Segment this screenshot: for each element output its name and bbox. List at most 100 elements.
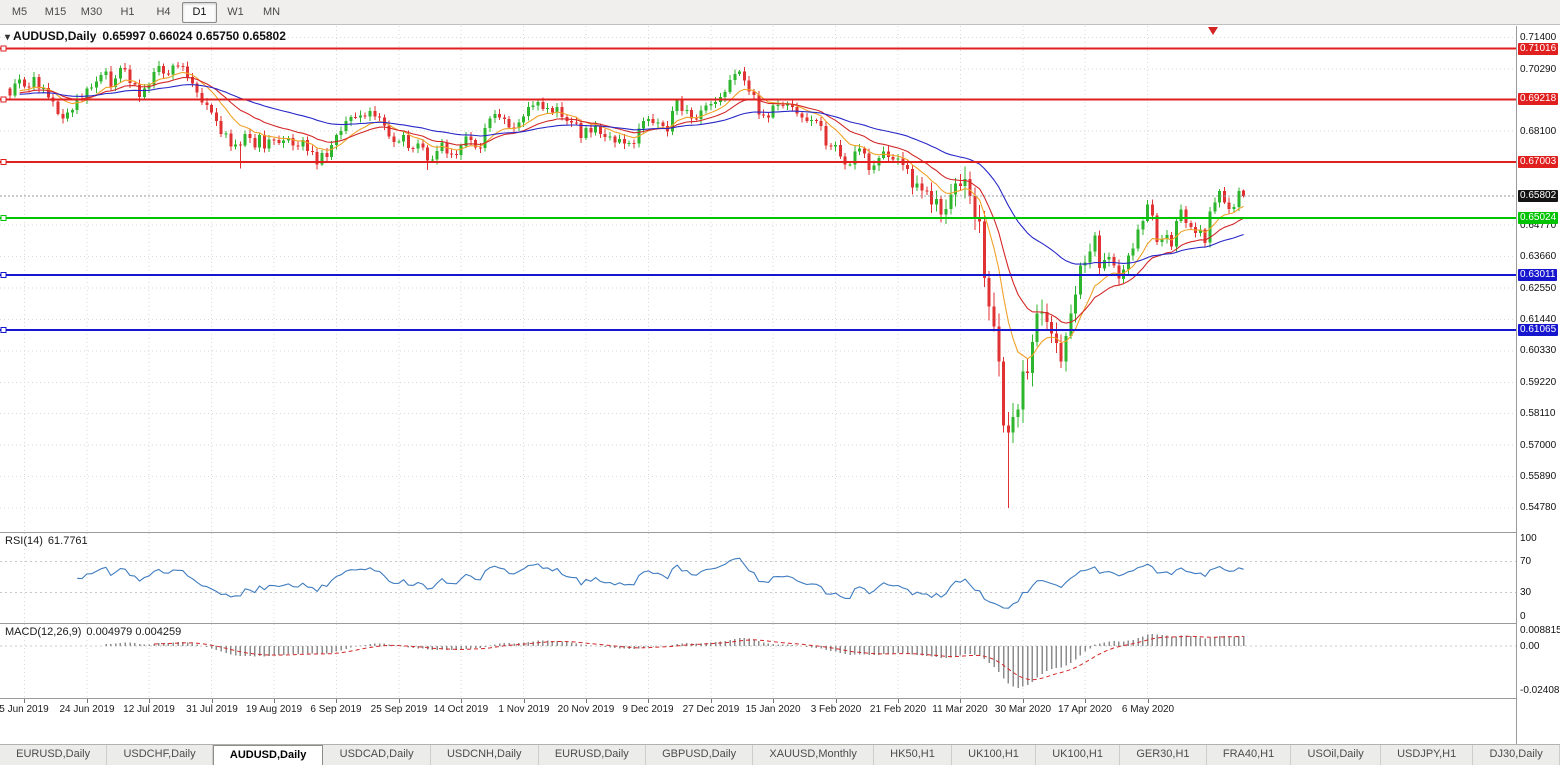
timeframe-button-w1[interactable]: W1 [227, 5, 244, 18]
hline-handle [0, 159, 7, 165]
time-axis-tick [898, 699, 899, 703]
price-axis-label: 0.68100 [1520, 125, 1557, 137]
chart-tab-usdchf-daily[interactable]: USDCHF,Daily [107, 745, 213, 765]
macd-label: MACD(12,26,9) [5, 626, 82, 638]
chart-tab-audusd-daily[interactable]: AUDUSD,Daily [212, 745, 324, 765]
price-axis-label: 0.71400 [1520, 32, 1557, 44]
date-label: 6 Sep 2019 [310, 704, 362, 715]
chart-tab-usdjpy-h1[interactable]: USDJPY,H1 [1381, 745, 1474, 765]
timeframe-button-d1[interactable]: D1 [182, 1, 217, 23]
price-axis-label: 0.70290 [1520, 63, 1557, 75]
rsi-label: RSI(14) [5, 535, 43, 547]
macd-axis-label: 0.00 [1520, 640, 1540, 652]
hline-handle [0, 327, 7, 334]
hline-handle [0, 45, 7, 52]
bid-price-badge: 0.65802 [1518, 190, 1559, 202]
time-axis-tick [149, 699, 150, 703]
chart-tab-usdcad-daily[interactable]: USDCAD,Daily [323, 745, 431, 765]
time-axis-tick [648, 699, 649, 703]
price-chart-svg[interactable] [0, 26, 1516, 532]
date-label: 27 Dec 2019 [682, 704, 740, 715]
date-label: 9 Dec 2019 [622, 704, 674, 715]
chart-tab-usoil-daily[interactable]: USOil,Daily [1291, 745, 1381, 765]
date-label: 21 Feb 2020 [869, 704, 927, 715]
chart-tab-gbpusd-daily[interactable]: GBPUSD,Daily [646, 745, 754, 765]
rsi-line [77, 557, 1244, 609]
pane-divider[interactable] [0, 532, 1560, 533]
price-chart-pane[interactable]: ▾ AUDUSD,Daily 0.65997 0.66024 0.65750 0.6… [0, 26, 1516, 532]
date-label: 1 Nov 2019 [498, 704, 550, 715]
chart-tab-uk100-h1[interactable]: UK100,H1 [1036, 745, 1121, 765]
timeframe-button-m5[interactable]: M5 [11, 5, 28, 18]
chart-dropdown-icon[interactable]: ▾ [5, 32, 11, 43]
date-label: 5 Jun 2019 [0, 704, 49, 715]
date-label: 19 Aug 2019 [245, 704, 303, 715]
rsi-pane[interactable]: RSI(14) 61.7761 [0, 533, 1516, 623]
macd-chart-canvas[interactable] [0, 624, 1516, 698]
time-axis-tick [773, 699, 774, 703]
time-axis-tick [1023, 699, 1024, 703]
chart-tab-eurusd-daily[interactable]: EURUSD,Daily [0, 745, 108, 765]
price-axis-label: 0.64770 [1520, 219, 1557, 231]
rsi-chart-svg[interactable] [0, 533, 1516, 623]
rsi-value: 61.7761 [47, 535, 88, 547]
timeframe-button-mn[interactable]: MN [262, 5, 281, 18]
date-label: 3 Feb 2020 [810, 704, 862, 715]
ma-fast-line [19, 71, 1244, 360]
rsi-axis-label: 0 [1520, 610, 1526, 622]
time-axis-tick [1085, 699, 1086, 703]
hline-handle [0, 215, 7, 221]
price-axis-label: 0.55890 [1520, 471, 1557, 482]
time-axis-tick [524, 699, 525, 703]
timeframe-button-m30[interactable]: M30 [80, 5, 103, 18]
time-axis-divider [0, 698, 1560, 699]
time-axis-tick [87, 699, 88, 703]
chart-tab-ger30-h1[interactable]: GER30,H1 [1120, 745, 1207, 765]
chart-symbol-label: AUDUSD,Daily [13, 29, 97, 43]
timeframe-button-h4[interactable]: H4 [156, 5, 171, 18]
price-axis-label: 0.61440 [1520, 314, 1557, 325]
date-label: 14 Oct 2019 [433, 704, 489, 715]
price-level-badge: 0.63011 [1518, 269, 1558, 281]
rsi-chart-canvas[interactable] [0, 533, 1516, 623]
time-axis-tick [461, 699, 462, 703]
chart-ohlc-values: 0.65997 0.66024 0.65750 0.65802 [102, 29, 286, 43]
rsi-axis-label: 100 [1520, 532, 1537, 544]
macd-axis-label: 0.008815 [1520, 624, 1560, 636]
macd-signal-line [153, 635, 1244, 681]
timeframe-button-m15[interactable]: M15 [44, 5, 67, 18]
time-axis-tick [836, 699, 837, 703]
price-level-badge: 0.71016 [1518, 42, 1559, 55]
chart-tab-xauusd-monthly[interactable]: XAUUSD,Monthly [753, 745, 875, 765]
chart-tab-hk50-h1[interactable]: HK50,H1 [874, 745, 952, 765]
macd-pane[interactable]: MACD(12,26,9) 0.004979 0.004259 [0, 624, 1516, 698]
price-axis-label: 0.63660 [1520, 251, 1557, 263]
chart-tab-eurusd-daily[interactable]: EURUSD,Daily [539, 745, 646, 765]
timeframe-button-h1[interactable]: H1 [120, 5, 135, 18]
rsi-indicator-label: RSI(14) 61.7761 [5, 535, 88, 547]
price-level-badge: 0.67003 [1518, 156, 1559, 168]
rsi-axis-label: 30 [1520, 587, 1532, 599]
chart-tab-usdcnh-daily[interactable]: USDCNH,Daily [431, 745, 539, 765]
macd-values: 0.004979 0.004259 [86, 626, 182, 638]
chart-shift-marker[interactable] [1208, 27, 1218, 35]
chart-tab-dj30-daily[interactable]: DJ30,Daily [1473, 745, 1560, 765]
candlestick-chart-canvas[interactable] [0, 26, 1516, 532]
price-axis-label: 0.62550 [1520, 282, 1557, 294]
time-axis[interactable]: 5 Jun 2019 24 Jun 2019 12 Jul 2019 31 Jul 2… [0, 699, 1516, 721]
time-axis-tick [399, 699, 400, 703]
date-label: 6 May 2020 [1121, 704, 1175, 715]
price-axis[interactable]: 0.71400 0.70290 0.68100 0.64770 0.63660 0.625… [1516, 26, 1560, 744]
date-label: 31 Jul 2019 [186, 704, 238, 715]
macd-chart-svg[interactable] [0, 624, 1516, 698]
time-axis-tick [586, 699, 587, 703]
chart-tab-uk100-h1[interactable]: UK100,H1 [952, 745, 1037, 765]
ma-mid-line [19, 77, 1244, 324]
pane-divider[interactable] [0, 623, 1560, 624]
date-label: 24 Jun 2019 [59, 704, 115, 715]
time-axis-tick [274, 699, 275, 703]
time-axis-tick [711, 699, 712, 703]
price-axis-label: 0.57000 [1520, 439, 1557, 451]
chart-tab-fra40-h1[interactable]: FRA40,H1 [1207, 745, 1292, 765]
